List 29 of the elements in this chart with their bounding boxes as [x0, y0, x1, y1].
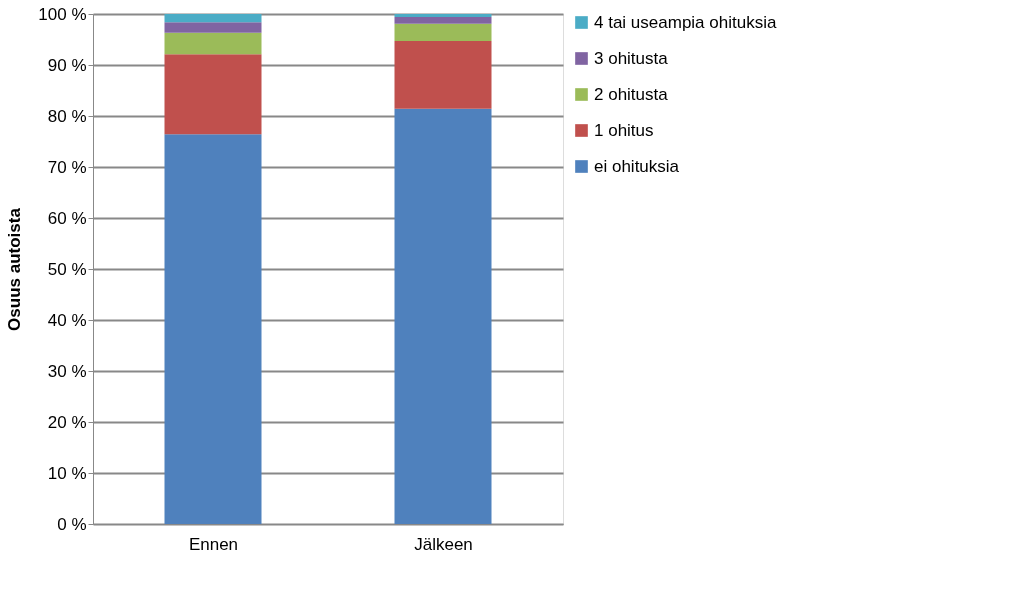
bar	[394, 17, 492, 24]
bar	[394, 41, 492, 109]
y-tick-label: 50 %	[47, 259, 87, 279]
x-tick-label: Ennen	[188, 534, 239, 554]
y-tick-label: 70 %	[47, 157, 87, 177]
y-tick-label: 80 %	[47, 106, 87, 126]
bar	[164, 22, 262, 33]
y-tick-label: 20 %	[47, 412, 87, 432]
bar	[164, 54, 262, 135]
legend-label: ei ohituksia	[594, 156, 680, 176]
y-tick-label: 90 %	[47, 55, 87, 75]
y-tick-label: 10 %	[47, 463, 87, 483]
bar	[164, 134, 262, 524]
bar	[394, 108, 492, 524]
x-tick-label: Jälkeen	[414, 534, 473, 554]
y-axis-title: Osuus autoista	[5, 207, 25, 331]
legend-label: 4 tai useampia ohituksia	[594, 12, 777, 32]
bar	[394, 23, 492, 42]
bar	[394, 14, 492, 18]
y-tick-label: 100 %	[38, 4, 87, 24]
bar	[164, 32, 262, 55]
legend-label: 1 ohitus	[594, 120, 654, 140]
y-tick-label: 40 %	[47, 310, 87, 330]
y-tick-label: 0 %	[57, 514, 87, 534]
y-tick-label: 30 %	[47, 361, 87, 381]
bar	[164, 14, 262, 23]
legend-label: 2 ohitusta	[594, 84, 669, 104]
y-tick-label: 60 %	[47, 208, 87, 228]
legend-label: 3 ohitusta	[594, 48, 669, 68]
